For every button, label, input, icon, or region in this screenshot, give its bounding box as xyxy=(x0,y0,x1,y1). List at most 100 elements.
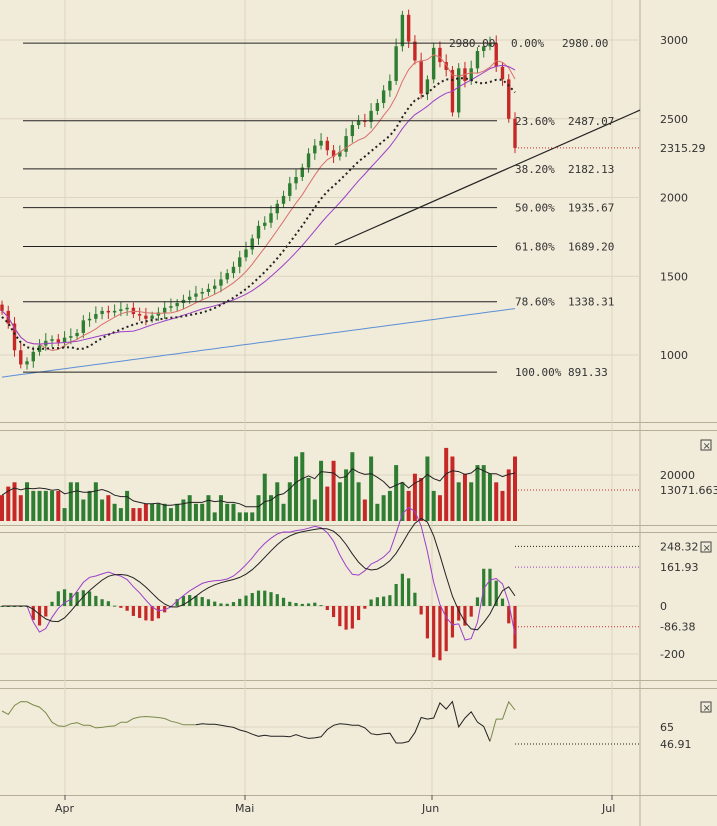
macd-histogram-bar xyxy=(181,595,186,606)
candle xyxy=(475,51,480,69)
volume-tick-label: 20000 xyxy=(660,469,695,482)
volume-bar xyxy=(462,473,467,521)
candle xyxy=(256,225,261,239)
candle xyxy=(156,312,161,316)
price-tick-label: 2000 xyxy=(660,192,688,205)
volume-bar xyxy=(212,512,217,521)
macd-histogram-bar xyxy=(31,606,35,621)
ma-medium-line xyxy=(1,64,516,345)
volume-bar xyxy=(243,512,248,521)
volume-bar xyxy=(150,503,155,521)
volume-bar xyxy=(331,460,336,521)
fib-pct-label: 78.60% xyxy=(515,296,555,309)
candle xyxy=(431,47,436,80)
macd-line xyxy=(2,506,516,641)
candle xyxy=(112,310,117,313)
volume-bar xyxy=(300,452,305,521)
volume-bar xyxy=(412,473,417,521)
volume-close-button[interactable]: × xyxy=(700,439,712,452)
macd-histogram-bar xyxy=(37,606,42,626)
macd-histogram-bar xyxy=(100,599,104,606)
volume-bar xyxy=(175,503,180,521)
volume-bar xyxy=(431,490,436,521)
x-axis-label: Jul xyxy=(601,802,615,815)
volume-bar xyxy=(425,456,430,521)
macd-histogram-bar xyxy=(50,601,54,606)
volume-bar xyxy=(256,495,261,521)
ma-short-line xyxy=(1,54,516,352)
macd-histogram-bar xyxy=(94,595,98,606)
rsi-panel xyxy=(1,700,640,745)
macd-histogram-bar xyxy=(494,580,498,606)
volume-bar xyxy=(337,482,342,521)
macd-histogram-bar xyxy=(275,594,279,606)
macd-close-button[interactable]: × xyxy=(700,541,712,554)
candle xyxy=(175,303,179,307)
macd-histogram-bar xyxy=(488,568,492,606)
candle xyxy=(482,46,486,52)
volume-bar xyxy=(475,465,480,521)
candle xyxy=(50,339,54,341)
fib-value-label: 891.33 xyxy=(568,366,608,379)
volume-bar xyxy=(350,452,355,521)
candle xyxy=(206,288,211,292)
macd-value-label: 248.32 xyxy=(660,540,699,553)
candle xyxy=(313,145,317,154)
volume-bar xyxy=(444,447,449,521)
candle xyxy=(37,345,42,352)
macd-histogram-bar xyxy=(432,606,436,658)
volume-bar xyxy=(437,495,442,521)
macd-histogram-bar xyxy=(163,606,167,613)
macd-histogram-bar xyxy=(150,606,154,621)
x-axis-label: Apr xyxy=(55,802,75,815)
macd-histogram-bar xyxy=(244,595,248,606)
volume-bar xyxy=(118,508,123,521)
candle xyxy=(413,41,417,61)
fib-value-label: 2980.00 xyxy=(562,37,608,50)
volume-bar xyxy=(187,495,192,521)
candle xyxy=(19,350,23,365)
volume-bar xyxy=(87,490,92,521)
volume-bar xyxy=(12,482,17,521)
candle xyxy=(125,307,129,310)
macd-histogram-bar xyxy=(62,589,67,606)
macd-histogram-bar xyxy=(325,606,329,611)
macd-histogram-bar xyxy=(56,591,60,606)
volume-bar xyxy=(362,499,367,521)
candle xyxy=(94,314,98,319)
volume-bar xyxy=(375,503,380,521)
macd-histogram-bar xyxy=(175,599,179,606)
fib-value-label: 1935.67 xyxy=(568,202,614,215)
volume-bar xyxy=(75,482,80,521)
candle xyxy=(388,80,392,91)
volume-bar xyxy=(218,495,223,521)
candle xyxy=(369,110,373,122)
macd-histogram-bar xyxy=(288,601,292,606)
volume-bar xyxy=(225,503,230,521)
macd-histogram-bar xyxy=(382,596,386,606)
volume-bar xyxy=(6,486,11,521)
volume-bar xyxy=(400,482,405,521)
volume-bar xyxy=(131,508,136,521)
candle xyxy=(250,238,254,250)
macd-histogram-bar xyxy=(269,592,273,606)
volume-bar xyxy=(231,503,236,521)
last-price-label: 2315.29 xyxy=(660,142,706,155)
macd-histogram-bar xyxy=(87,591,92,606)
fib-pct-label: 0.00% xyxy=(511,37,544,50)
volume-bar xyxy=(106,495,111,521)
volume-ma-line xyxy=(1,467,516,508)
candle xyxy=(281,195,286,204)
macd-histogram-bar xyxy=(425,606,430,639)
rsi-close-button[interactable]: × xyxy=(700,701,712,714)
macd-histogram-bar xyxy=(225,603,229,606)
candle xyxy=(294,177,298,184)
candle xyxy=(187,296,192,300)
candle xyxy=(288,183,292,196)
macd-histogram-bar xyxy=(119,606,123,608)
x-axis-label: Mai xyxy=(235,802,254,815)
candle xyxy=(87,318,92,321)
volume-bar xyxy=(356,482,361,521)
candle xyxy=(200,292,204,294)
